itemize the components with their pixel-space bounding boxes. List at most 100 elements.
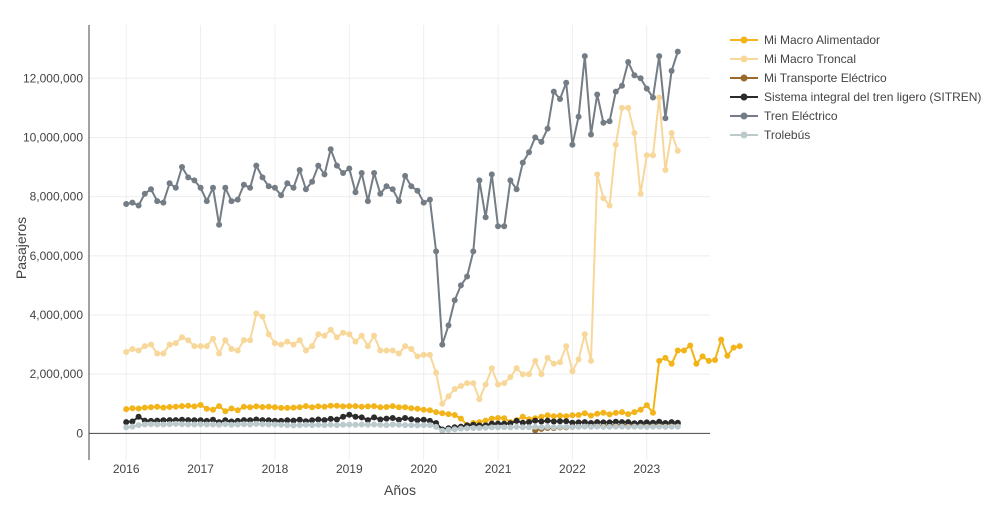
data-point — [420, 199, 427, 206]
data-point — [135, 413, 142, 420]
data-point — [433, 423, 440, 430]
data-point — [588, 423, 594, 430]
data-point — [606, 118, 613, 125]
data-point — [284, 404, 291, 411]
data-point — [395, 404, 402, 411]
data-point — [668, 130, 675, 136]
data-point — [216, 221, 223, 228]
data-point — [160, 421, 167, 428]
data-point — [402, 343, 409, 350]
legend-swatch-marker — [740, 93, 748, 101]
data-point — [526, 149, 532, 156]
data-point — [154, 198, 161, 205]
data-point — [377, 347, 384, 354]
data-point — [247, 421, 254, 428]
data-point — [606, 423, 613, 430]
data-point — [408, 346, 415, 352]
data-point — [253, 162, 260, 169]
data-point — [135, 405, 142, 412]
data-point — [284, 422, 291, 429]
data-point — [433, 248, 440, 255]
data-point — [352, 338, 359, 345]
data-point — [414, 353, 421, 360]
data-point — [154, 421, 161, 428]
data-point — [253, 310, 260, 317]
data-point — [408, 405, 415, 412]
data-point — [532, 423, 539, 430]
data-point — [383, 422, 390, 429]
legend-item[interactable]: Mi Macro Troncal — [730, 52, 856, 66]
legend-item[interactable]: Mi Transporte Eléctrico — [730, 71, 887, 85]
data-point — [656, 357, 663, 364]
data-point — [433, 369, 440, 376]
legend-item[interactable]: Mi Macro Alimentador — [730, 33, 880, 47]
data-point — [426, 407, 433, 414]
data-point — [457, 282, 464, 289]
data-point — [203, 198, 210, 205]
data-point — [507, 420, 514, 427]
data-point — [240, 403, 247, 410]
data-point — [377, 421, 384, 428]
data-point — [563, 418, 570, 425]
data-point — [166, 180, 173, 187]
data-point — [712, 357, 718, 363]
data-point — [408, 416, 415, 423]
data-point — [445, 322, 452, 329]
data-point — [340, 329, 347, 336]
data-point — [240, 337, 247, 344]
data-point — [588, 412, 594, 419]
data-point — [544, 423, 551, 430]
legend-item[interactable]: Sistema integral del tren ligero (SITREN… — [730, 90, 981, 104]
data-point — [346, 411, 353, 418]
data-point — [135, 202, 142, 209]
data-point — [631, 423, 638, 430]
data-point — [135, 347, 142, 354]
data-point — [724, 352, 731, 359]
data-point — [172, 184, 179, 191]
data-point — [141, 404, 148, 411]
data-point — [625, 411, 632, 418]
data-point — [420, 422, 427, 429]
data-point — [290, 422, 297, 429]
data-point — [327, 402, 334, 409]
legend-item[interactable]: Tren Eléctrico — [730, 109, 838, 123]
data-point — [532, 417, 539, 424]
data-point — [718, 336, 725, 343]
data-point — [488, 365, 495, 372]
data-point — [154, 350, 161, 357]
data-point — [166, 404, 173, 410]
data-point — [166, 341, 173, 348]
data-point — [569, 141, 576, 148]
data-point — [228, 405, 235, 412]
data-point — [662, 423, 669, 430]
data-point — [340, 413, 347, 420]
data-point — [538, 418, 545, 425]
legend-item[interactable]: Trolebús — [730, 128, 810, 142]
data-point — [185, 174, 192, 181]
data-point — [389, 403, 396, 410]
data-point — [234, 196, 241, 203]
data-point — [650, 409, 656, 416]
data-point — [612, 423, 619, 430]
data-point — [507, 424, 514, 431]
data-point — [631, 130, 638, 136]
series-group — [123, 48, 681, 348]
data-point — [129, 199, 136, 206]
data-point — [172, 420, 179, 427]
data-point — [302, 421, 309, 428]
data-point — [625, 104, 632, 111]
data-point — [699, 353, 706, 360]
data-point — [123, 406, 130, 413]
series-lines — [123, 48, 743, 434]
data-point — [296, 416, 303, 423]
data-point — [637, 190, 644, 197]
data-point — [284, 338, 291, 345]
data-point — [457, 415, 464, 422]
data-point — [575, 113, 582, 120]
data-point — [643, 423, 650, 430]
data-point — [464, 273, 471, 280]
data-point — [557, 359, 563, 366]
data-point — [544, 412, 551, 419]
data-point — [581, 419, 588, 426]
